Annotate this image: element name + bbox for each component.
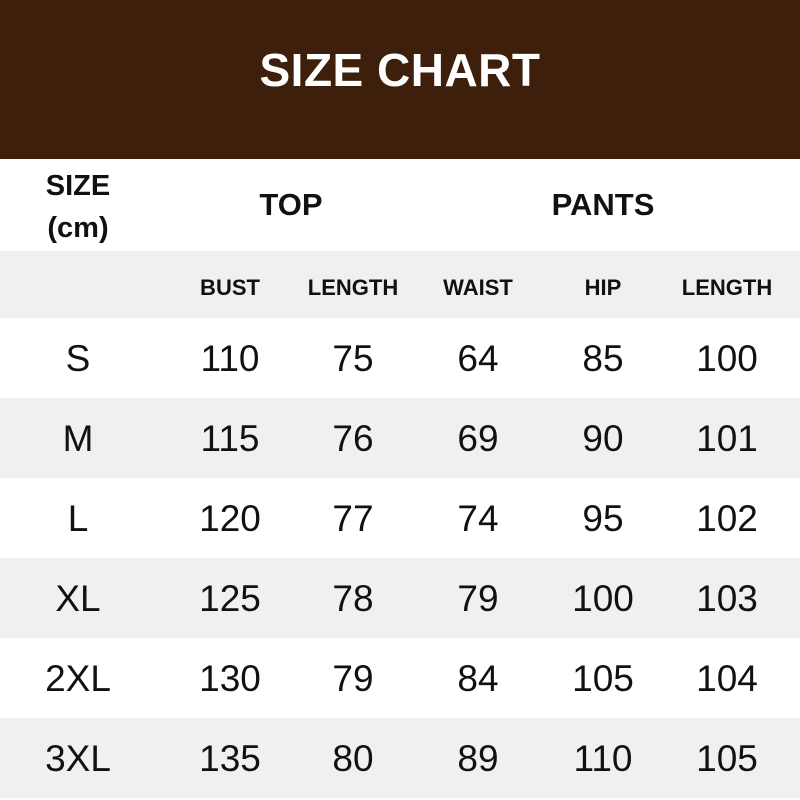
measurement-cell: 115 (200, 418, 260, 459)
size-unit-header: SIZE (cm) (46, 165, 110, 249)
measurement-cell: 105 (572, 658, 634, 699)
measurement-cell: 100 (572, 578, 634, 619)
group-header-row: SIZE (cm) TOP PANTS (0, 159, 800, 251)
size-cell: XL (55, 578, 101, 619)
table-row: S 110 75 64 85 100 (0, 318, 800, 398)
column-header: HIP (584, 275, 622, 300)
size-label: SIZE (45, 170, 111, 202)
size-cell: M (62, 418, 94, 459)
table-row: L 120 77 74 95 102 (0, 478, 800, 558)
measurement-cell: 130 (199, 658, 261, 699)
measurement-cell: 100 (696, 338, 758, 379)
table-row: 2XL 130 79 84 105 104 (0, 638, 800, 718)
measurement-cell: 77 (332, 498, 374, 539)
measurement-cell: 80 (332, 738, 374, 779)
table-row: 3XL 135 80 89 110 105 (0, 718, 800, 798)
measurement-cell: 89 (457, 738, 499, 779)
column-header: BUST (200, 275, 260, 300)
page-title: SIZE CHART (259, 43, 541, 96)
measurement-cell: 64 (457, 338, 499, 379)
measurement-cell: 125 (199, 578, 261, 619)
column-header: LENGTH (307, 275, 399, 300)
measurement-cell: 105 (696, 738, 758, 779)
measurement-cell: 85 (582, 338, 624, 379)
unit-label: (cm) (47, 212, 109, 244)
measurement-cell: 104 (696, 658, 758, 699)
measurement-cell: 102 (696, 498, 758, 539)
measurement-cell: 76 (332, 418, 374, 459)
column-header: WAIST (443, 275, 513, 300)
measurement-cell: 69 (457, 418, 499, 459)
measurement-cell: 95 (582, 498, 624, 539)
measurement-cell: 135 (199, 738, 261, 779)
measurement-cell: 84 (457, 658, 499, 699)
table-row: XL 125 78 79 100 103 (0, 558, 800, 638)
measurement-cell: 78 (332, 578, 374, 619)
size-cell: 2XL (45, 658, 111, 699)
measurement-cell: 74 (457, 498, 499, 539)
column-header-row: BUST LENGTH WAIST HIP LENGTH (0, 251, 800, 318)
column-header: LENGTH (681, 275, 773, 300)
measurement-cell: 75 (332, 338, 374, 379)
measurement-cell: 79 (457, 578, 499, 619)
measurement-cell: 101 (696, 418, 758, 459)
size-cell: S (65, 338, 91, 379)
measurement-cell: 79 (332, 658, 374, 699)
measurement-cell: 90 (582, 418, 624, 459)
title-banner: SIZE CHART (0, 0, 800, 159)
measurement-cell: 110 (200, 338, 260, 379)
pants-group-label: PANTS (551, 187, 655, 222)
size-cell: 3XL (45, 738, 111, 779)
table-row: M 115 76 69 90 101 (0, 398, 800, 478)
measurement-cell: 103 (696, 578, 758, 619)
measurement-cell: 120 (199, 498, 261, 539)
top-group-label: TOP (259, 187, 323, 222)
measurement-cell: 110 (573, 738, 633, 779)
size-cell: L (67, 498, 89, 539)
